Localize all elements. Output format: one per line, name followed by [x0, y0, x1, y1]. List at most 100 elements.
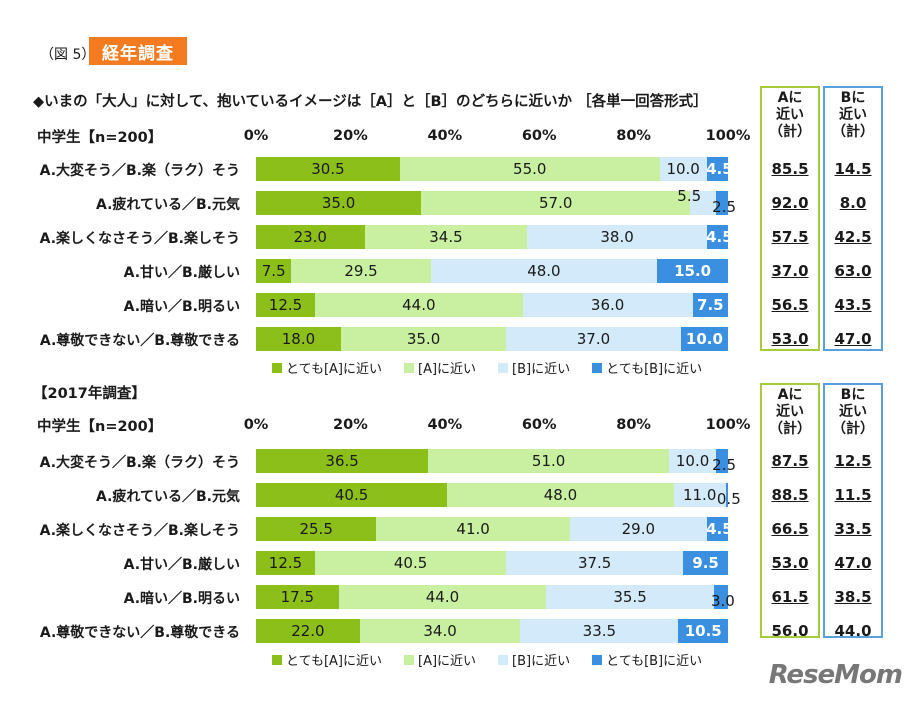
total-a-value: 53.0 — [771, 554, 809, 572]
data-label: 12.5 — [268, 554, 303, 572]
survey-badge: 経年調査 — [89, 37, 187, 65]
bar-segment — [669, 449, 717, 473]
x-tick-label: 80% — [616, 128, 651, 144]
total-a-value: 56.5 — [771, 296, 809, 314]
data-label: 29.0 — [621, 520, 656, 538]
total-b-header: Bに 近い （計） — [823, 90, 883, 141]
data-label: 36.5 — [325, 452, 359, 470]
bar-segment — [430, 259, 658, 283]
category-label: A.尊敬できない／B.尊敬できる — [39, 625, 240, 641]
total-header-line: 近い — [839, 404, 867, 420]
data-label: 55.0 — [513, 160, 547, 178]
legend-label: とても[B]に近い — [606, 362, 703, 377]
data-label: 35.0 — [406, 330, 441, 348]
total-b-value: 38.5 — [834, 588, 872, 606]
total-a-value: 61.5 — [771, 588, 809, 606]
bar-segment — [256, 483, 448, 507]
bar-segment — [340, 327, 507, 351]
legend-swatch — [272, 362, 282, 373]
x-tick-label: 40% — [427, 128, 463, 144]
total-b-value: 43.5 — [834, 296, 872, 314]
total-header-line: （計） — [769, 421, 811, 437]
data-label: 11.0 — [682, 486, 717, 504]
category-label: A.甘い／B.厳しい — [123, 265, 240, 281]
legend-swatch — [498, 362, 509, 373]
bar-segment — [256, 449, 429, 473]
data-label: 35.0 — [321, 194, 356, 212]
data-label: 4.5 — [706, 160, 733, 178]
bar-segment — [713, 585, 728, 609]
total-header-line: （計） — [832, 421, 874, 437]
bar-segment — [256, 551, 315, 575]
figure-label: （図 5） — [40, 47, 96, 63]
total-a-value: 56.0 — [771, 622, 809, 640]
bar-segment — [716, 191, 728, 215]
category-label: A.大変そう／B.楽（ラク）そう — [39, 455, 240, 471]
bar-segment — [256, 327, 341, 351]
legend-label: [B]に近い — [512, 362, 571, 377]
data-label: 23.0 — [293, 228, 327, 246]
legend-item: [B]に近い — [498, 358, 570, 377]
bar-segment — [376, 517, 570, 541]
legend-label: とても[A]に近い — [286, 362, 382, 377]
legend-item: [B]に近い — [498, 650, 570, 669]
data-label: 36.0 — [590, 296, 625, 314]
total-b-value: 11.5 — [834, 486, 872, 504]
legend-swatch — [592, 654, 603, 665]
data-label: 17.5 — [280, 588, 314, 606]
bar-segment — [428, 449, 669, 473]
data-label: 18.0 — [281, 330, 316, 348]
legend-swatch — [272, 654, 282, 665]
bar-segment — [706, 517, 728, 541]
data-label: 57.0 — [539, 194, 573, 212]
legend-item: とても[B]に近い — [592, 650, 702, 669]
total-b-box — [823, 86, 883, 351]
data-label: 2.5 — [712, 456, 737, 474]
total-a-value: 66.5 — [771, 520, 809, 538]
x-tick-label: 100% — [705, 128, 751, 144]
category-label: A.楽しくなさそう／B.楽しそう — [39, 523, 240, 539]
bar-segment — [256, 517, 377, 541]
total-a-value: 87.5 — [771, 452, 809, 470]
data-label: 44.0 — [425, 588, 460, 606]
total-b-value: 47.0 — [834, 330, 872, 348]
legend-item: [A]に近い — [404, 650, 476, 669]
legend-swatch — [498, 654, 509, 665]
data-label: 44.0 — [402, 296, 436, 314]
bar-segment — [673, 483, 726, 507]
x-tick-label: 20% — [333, 417, 368, 433]
total-a-value: 92.0 — [771, 194, 809, 212]
total-header-line: 近い — [839, 107, 867, 123]
chart-legend: とても[A]に近い [A]に近い [B]に近い とても[B]に近い — [272, 650, 724, 669]
bar-segment — [338, 585, 547, 609]
x-tick-label: 40% — [427, 417, 463, 433]
total-b-value: 47.0 — [834, 554, 872, 572]
data-label: 35.5 — [613, 588, 647, 606]
legend-item: とても[B]に近い — [592, 358, 702, 377]
bar-segment — [527, 225, 707, 249]
data-label: 3.0 — [710, 592, 735, 610]
category-label: A.大変そう／B.楽（ラク）そう — [39, 163, 240, 179]
x-tick-label: 0% — [243, 417, 269, 433]
data-label: 41.0 — [456, 520, 490, 538]
bar-segment — [657, 259, 728, 283]
total-b-value: 8.0 — [839, 194, 867, 212]
total-a-value: 53.0 — [771, 330, 809, 348]
x-tick-label: 100% — [705, 417, 751, 433]
total-a-header: Aに 近い （計） — [760, 387, 820, 438]
data-label: 0.5 — [716, 490, 741, 508]
data-label: 33.5 — [582, 622, 617, 640]
x-tick-label: 80% — [616, 417, 651, 433]
bar-segment — [659, 157, 707, 181]
sample-size-label: 中学生【n=200】 — [37, 130, 163, 146]
legend-item: とても[A]に近い — [272, 358, 382, 377]
legend-label: [A]に近い — [418, 654, 477, 669]
total-header-line: 近い — [776, 404, 804, 420]
bar-segment — [256, 585, 339, 609]
total-a-value: 85.5 — [771, 160, 809, 178]
legend-swatch — [592, 362, 603, 373]
data-label: 25.5 — [299, 520, 333, 538]
data-label: 4.5 — [706, 520, 733, 538]
total-header-line: Bに — [840, 90, 866, 106]
category-label: A.暗い／B.明るい — [123, 299, 240, 315]
